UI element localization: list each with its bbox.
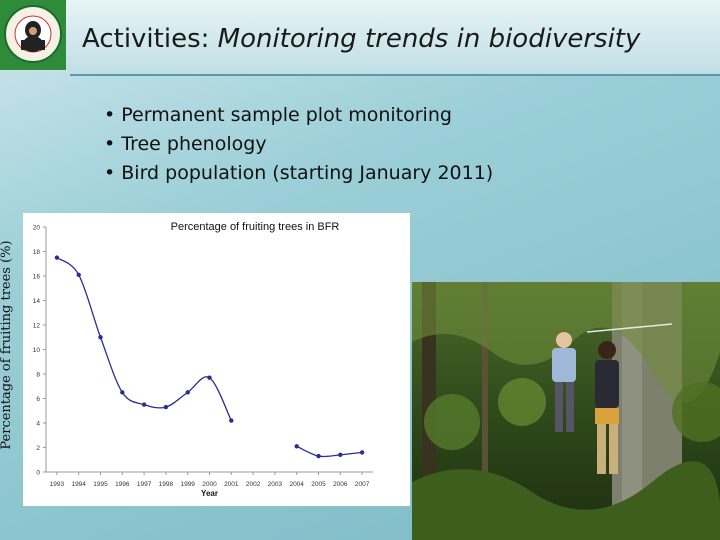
slide-title: Activities: Monitoring trends in biodive… (82, 24, 640, 54)
y-tick-label: 20 (33, 225, 41, 232)
x-tick-label: 1999 (180, 481, 195, 488)
y-tick-label: 10 (33, 347, 41, 354)
x-tick-label: 2006 (333, 481, 348, 488)
x-tick-label: 1994 (71, 481, 86, 488)
y-axis-side-label: Percentage of fruiting trees (%) (0, 240, 14, 450)
data-point (120, 390, 125, 395)
data-point (185, 390, 190, 395)
series-line (296, 445, 363, 458)
title-divider (70, 74, 720, 76)
y-tick-label: 0 (36, 470, 40, 477)
series-line (56, 257, 232, 421)
y-tick-label: 4 (36, 421, 40, 428)
chart-title: Percentage of fruiting trees in BFR (171, 221, 340, 233)
data-point (141, 402, 147, 407)
y-tick-label: 16 (33, 274, 41, 281)
data-point (207, 375, 212, 380)
fruiting-trees-chart: Percentage of fruiting trees in BFR 0 2 4 6 8… (23, 213, 410, 506)
data-point (338, 452, 343, 458)
x-tick-label: 1995 (93, 481, 108, 488)
title-prefix: Activities: (82, 24, 210, 54)
x-tick-label: 1993 (50, 481, 65, 488)
data-point (359, 450, 365, 455)
bullet-item: • Bird population (starting January 2011… (104, 162, 494, 184)
x-tick-label: 2001 (224, 481, 239, 488)
data-point (294, 444, 299, 449)
x-tick-label: 1998 (159, 481, 174, 488)
x-tick-label: 1997 (137, 481, 152, 488)
y-tick-label: 12 (33, 323, 41, 330)
bullet-item: • Permanent sample plot monitoring (104, 104, 452, 126)
x-tick-label: 2004 (289, 481, 304, 488)
data-point (98, 335, 103, 340)
y-tick-label: 2 (36, 445, 40, 452)
x-tick-label: 2000 (202, 481, 217, 488)
data-point (229, 418, 234, 423)
data-point (316, 453, 321, 459)
x-tick-label: 2003 (268, 481, 283, 488)
data-point (163, 404, 169, 410)
forest-researchers-photo-icon (412, 282, 720, 540)
x-tick-label: 2007 (355, 481, 370, 488)
title-italic: Monitoring trends in biodiversity (217, 24, 641, 54)
chimpanzee-logo-icon (0, 0, 66, 70)
y-tick-label: 18 (33, 249, 41, 256)
x-tick-label: 2005 (311, 481, 326, 488)
x-tick-label: 2002 (246, 481, 261, 488)
bullet-list: • Permanent sample plot monitoring • Tre… (104, 101, 493, 188)
bullet-item: • Tree phenology (104, 133, 267, 155)
title-band (0, 0, 720, 75)
data-point (76, 272, 81, 277)
y-tick-label: 14 (33, 298, 41, 305)
x-tick-label: 1996 (115, 481, 130, 488)
chart-svg: Percentage of fruiting trees in BFR 0 2 4 6 8… (33, 221, 373, 498)
x-axis-title: Year (201, 489, 218, 498)
data-point (54, 255, 60, 260)
y-tick-label: 6 (36, 396, 40, 403)
y-tick-label: 8 (36, 372, 40, 379)
